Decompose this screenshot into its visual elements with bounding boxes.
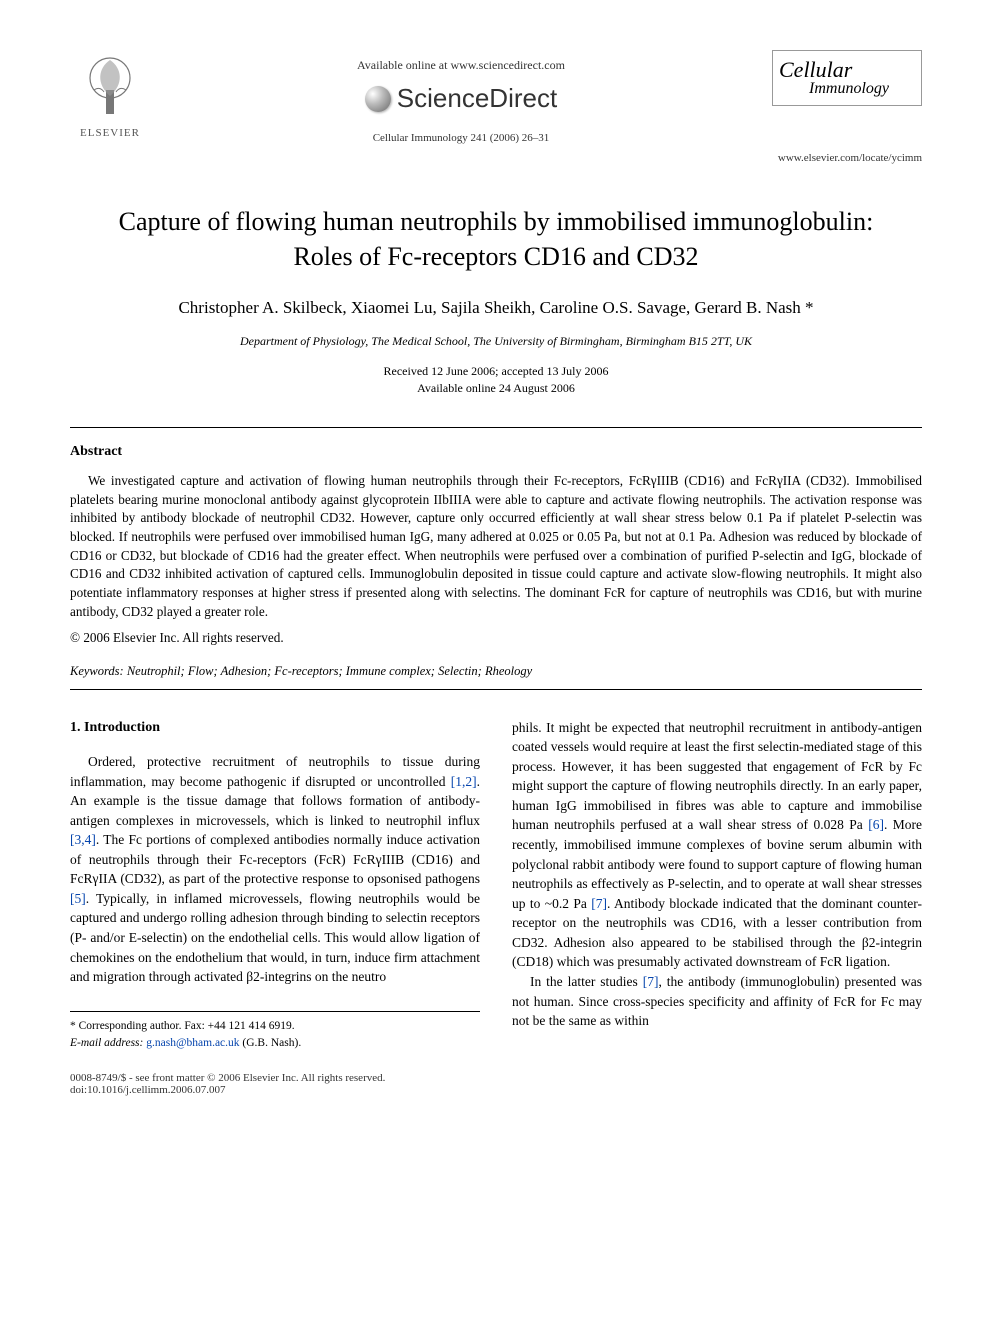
intro-para-1-left: Ordered, protective recruitment of neutr…	[70, 752, 480, 987]
keywords-list: Neutrophil; Flow; Adhesion; Fc-receptors…	[127, 664, 532, 678]
ref-link-1[interactable]: [1,2]	[451, 774, 477, 789]
abstract-body: We investigated capture and activation o…	[70, 472, 922, 622]
journal-reference: Cellular Immunology 241 (2006) 26–31	[150, 132, 772, 144]
rule-bottom	[70, 689, 922, 690]
received-date: Received 12 June 2006; accepted 13 July …	[384, 364, 609, 378]
ref-link-3[interactable]: [5]	[70, 891, 86, 906]
bottom-left: 0008-8749/$ - see front matter © 2006 El…	[70, 1072, 385, 1096]
sciencedirect-logo: ScienceDirect	[150, 83, 772, 114]
elsevier-tree-icon	[80, 50, 140, 120]
intro-para-2-right: In the latter studies [7], the antibody …	[512, 972, 922, 1031]
intro-text-1d: . Typically, in inflamed microvessels, f…	[70, 891, 480, 984]
article-dates: Received 12 June 2006; accepted 13 July …	[70, 363, 922, 397]
journal-name-line2: Immunology	[809, 81, 915, 97]
header-row: ELSEVIER Available online at www.science…	[70, 50, 922, 144]
front-matter: 0008-8749/$ - see front matter © 2006 El…	[70, 1072, 385, 1084]
ref-link-4[interactable]: [6]	[868, 817, 884, 832]
abstract-heading: Abstract	[70, 444, 922, 460]
journal-name-line1: Cellular	[779, 59, 915, 81]
intro-para-1-right: phils. It might be expected that neutrop…	[512, 718, 922, 972]
keywords-label: Keywords:	[70, 664, 124, 678]
publisher-logo: ELSEVIER	[70, 50, 150, 139]
copyright-line: © 2006 Elsevier Inc. All rights reserved…	[70, 630, 922, 646]
left-column: 1. Introduction Ordered, protective recr…	[70, 718, 480, 1053]
corresponding-author: * Corresponding author. Fax: +44 121 414…	[70, 1018, 480, 1035]
article-title: Capture of flowing human neutrophils by …	[70, 204, 922, 274]
keywords-line: Keywords: Neutrophil; Flow; Adhesion; Fc…	[70, 664, 922, 679]
email-line: E-mail address: g.nash@bham.ac.uk (G.B. …	[70, 1035, 480, 1052]
intro-text-3a: In the latter studies	[530, 974, 643, 989]
affiliation: Department of Physiology, The Medical Sc…	[70, 334, 922, 349]
locate-url: www.elsevier.com/locate/ycimm	[70, 152, 922, 164]
intro-text-1a: Ordered, protective recruitment of neutr…	[70, 754, 480, 789]
intro-text-1c: . The Fc portions of complexed antibodie…	[70, 832, 480, 886]
right-column: phils. It might be expected that neutrop…	[512, 718, 922, 1053]
sciencedirect-text: ScienceDirect	[397, 83, 557, 114]
available-online-text: Available online at www.sciencedirect.co…	[150, 58, 772, 73]
ref-link-6[interactable]: [7]	[643, 974, 659, 989]
journal-cover-box: Cellular Immunology	[772, 50, 922, 106]
bottom-meta: 0008-8749/$ - see front matter © 2006 El…	[70, 1072, 922, 1096]
author-list: Christopher A. Skilbeck, Xiaomei Lu, Saj…	[70, 298, 922, 318]
intro-text-2a: phils. It might be expected that neutrop…	[512, 720, 922, 833]
rule-top	[70, 427, 922, 428]
ref-link-5[interactable]: [7]	[591, 896, 607, 911]
body-columns: 1. Introduction Ordered, protective recr…	[70, 718, 922, 1053]
email-suffix: (G.B. Nash).	[242, 1037, 301, 1049]
doi: doi:10.1016/j.cellimm.2006.07.007	[70, 1084, 385, 1096]
corresponding-footer: * Corresponding author. Fax: +44 121 414…	[70, 1011, 480, 1053]
center-header: Available online at www.sciencedirect.co…	[150, 50, 772, 144]
email-link[interactable]: g.nash@bham.ac.uk	[146, 1037, 239, 1049]
journal-box-wrap: Cellular Immunology	[772, 50, 922, 106]
intro-heading: 1. Introduction	[70, 718, 480, 738]
page-root: ELSEVIER Available online at www.science…	[0, 0, 992, 1136]
abstract-text: We investigated capture and activation o…	[70, 472, 922, 622]
online-date: Available online 24 August 2006	[417, 381, 575, 395]
sciencedirect-ball-icon	[365, 86, 391, 112]
publisher-name: ELSEVIER	[70, 127, 150, 139]
email-label: E-mail address:	[70, 1037, 143, 1049]
ref-link-2[interactable]: [3,4]	[70, 832, 96, 847]
